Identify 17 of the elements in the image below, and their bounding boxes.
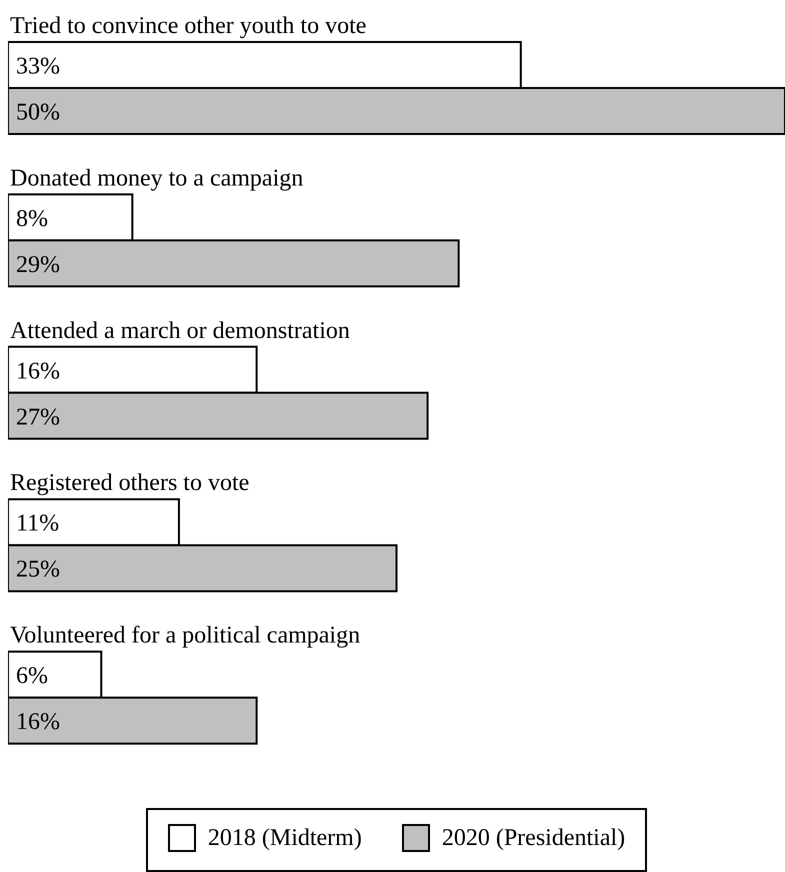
data-label: 25% (16, 556, 60, 583)
data-label: 8% (16, 206, 48, 232)
y-tick-label: Volunteered for a political campaign (10, 622, 360, 649)
data-label: 11% (16, 510, 60, 537)
y-tick-label: Tried to convince other youth to vote (10, 13, 366, 39)
y-tick-label: Donated money to a campaign (10, 165, 304, 192)
legend-label: 2020 (Presidential) (440, 824, 626, 852)
y-tick-label: Attended a march or demonstration (10, 318, 350, 344)
data-label: 50% (16, 100, 60, 126)
legend-label: 2018 (Midterm) (206, 824, 362, 852)
data-label: 16% (16, 709, 60, 736)
data-label: 16% (16, 358, 60, 384)
data-label: 33% (16, 54, 60, 80)
data-label: 6% (16, 663, 48, 690)
data-label: 29% (16, 252, 60, 278)
data-label: 27% (16, 404, 60, 430)
y-tick-label: Registered others to vote (10, 470, 250, 496)
